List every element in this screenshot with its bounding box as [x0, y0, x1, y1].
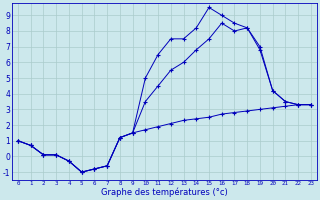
X-axis label: Graphe des températures (°c): Graphe des températures (°c) — [101, 188, 228, 197]
